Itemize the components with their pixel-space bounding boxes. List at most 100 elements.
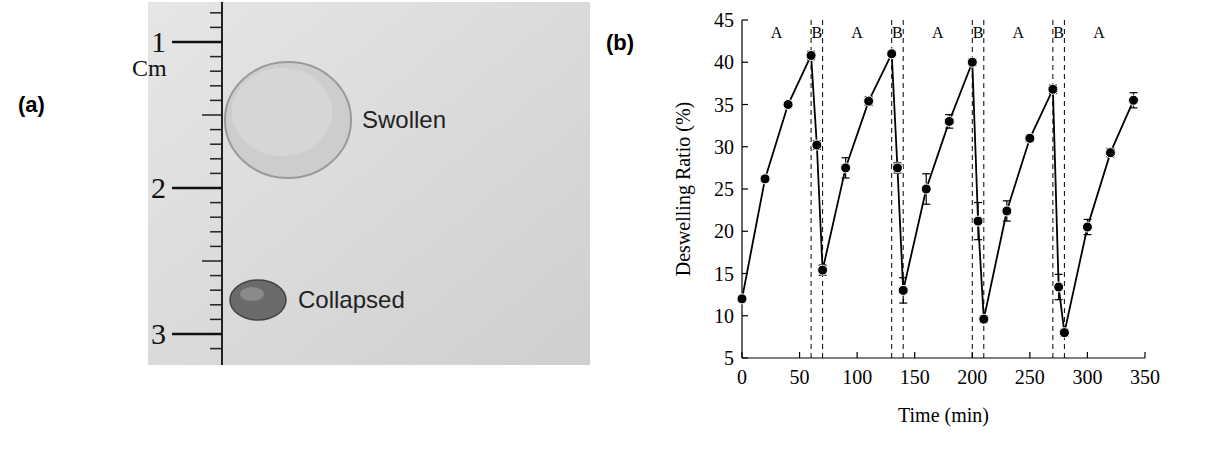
y-tick-label: 20 [714,220,734,242]
error-cap [1083,219,1091,220]
ruler-minor-tick [210,202,222,204]
x-tick-label: 350 [1130,366,1160,388]
ruler-tick [172,333,222,336]
y-tick [742,315,748,316]
phase-boundary [822,20,823,358]
ruler-label: 3 [151,317,166,350]
x-tick-label: 100 [842,366,872,388]
ruler-label: 1 [151,25,166,58]
x-tick-label: 150 [900,366,930,388]
phase-boundary [1052,20,1053,358]
ruler-unit: Cm [132,55,167,81]
ruler-minor-tick [210,173,222,175]
ruler-minor-tick [210,289,222,291]
x-tick [1087,352,1088,358]
error-cap [1003,200,1011,201]
error-cap [842,177,850,178]
data-point [1054,282,1064,292]
phase-label: A [771,24,783,41]
phase-boundary [1064,20,1065,358]
plot-area [737,20,1138,358]
error-bar [813,141,821,149]
ruler-minor-tick [210,246,222,248]
error-bar [865,97,873,105]
data-point [1048,84,1058,94]
error-bar [807,51,815,59]
error-cap [842,157,850,158]
y-tick-label: 15 [714,263,734,285]
y-tick [742,357,748,358]
error-cap [974,202,982,203]
y-tick [742,62,748,63]
error-bar [945,115,953,129]
collapsed-gel [230,280,286,320]
error-cap [899,302,907,303]
ruler-minor-tick [210,27,222,29]
data-point [979,314,989,324]
phase-label: B [892,24,903,41]
data-point [841,163,851,173]
ruler-minor-tick [210,100,222,102]
x-tick [1029,352,1030,358]
ruler-minor-tick [210,129,222,131]
x-tick-label: 0 [737,366,747,388]
panel-letter: (a) [18,92,45,117]
ruler-minor-tick [210,319,222,321]
error-bar [1106,148,1114,156]
y-tick-label: 10 [714,305,734,327]
phase-label: A [1013,24,1025,41]
y-tick [742,146,748,147]
y-tick [742,19,748,20]
y-axis-title: Deswelling Ratio (%) [672,102,695,276]
error-bar [1049,85,1057,93]
data-line [742,54,1133,333]
phase-label: A [1093,24,1105,41]
ruler-minor-tick [210,56,222,58]
error-bar [899,278,907,303]
ruler-minor-tick [210,85,222,87]
error-cap [922,204,930,205]
ruler-tick [172,187,222,190]
error-cap [1055,274,1063,275]
error-bar [893,163,901,173]
data-point [1105,148,1115,158]
data-point [864,96,874,106]
swollen-gel-highlight [232,68,332,156]
error-cap [922,173,930,174]
data-point [1059,328,1069,338]
ruler-minor-tick [210,12,222,14]
data-point [783,100,793,110]
ruler-minor-tick [210,143,222,145]
ruler-label: 2 [151,171,166,204]
phase-boundary [903,20,904,358]
data-point [1082,222,1092,232]
data-point [967,57,977,67]
data-point [898,285,908,295]
y-tick [742,104,748,105]
ruler-minor-tick [202,260,222,262]
ruler-minor-tick [210,275,222,277]
ruler-minor-tick [210,70,222,72]
error-cap [1055,299,1063,300]
error-cap [1129,92,1137,93]
data-point [737,294,747,304]
x-tick-label: 250 [1015,366,1045,388]
error-cap [945,114,953,115]
phase-label: B [812,24,823,41]
photo-background [148,2,590,365]
data-point [944,116,954,126]
y-tick-label: 35 [714,94,734,116]
data-point [892,163,902,173]
data-point [887,49,897,59]
error-cap [1129,107,1137,108]
y-tick-label: 25 [714,178,734,200]
ruler-minor-tick [210,231,222,233]
phase-label: A [851,24,863,41]
ruler-minor-tick [210,158,222,160]
y-tick [742,231,748,232]
data-point [973,216,983,226]
error-bar [1055,274,1063,299]
panel-letter: (b) [606,30,634,55]
error-bar [1129,93,1137,108]
y-tick [742,188,748,189]
